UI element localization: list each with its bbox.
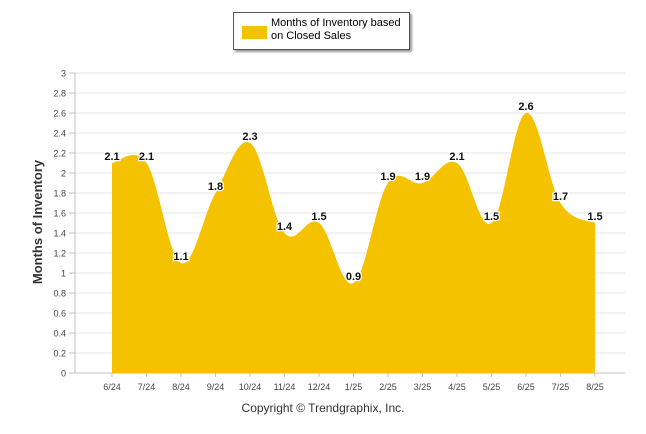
y-tick-label: 2.4 (53, 129, 66, 139)
x-tick-label: 1/25 (345, 382, 363, 392)
x-tick-label: 11/24 (274, 382, 296, 392)
y-tick-label: 0.6 (53, 309, 66, 319)
data-label: 2.6 (518, 101, 533, 113)
x-tick-label: 8/24 (172, 382, 190, 392)
data-label: 1.9 (415, 171, 430, 183)
x-axis-ticks: 6/24 7/24 8/24 9/24 10/24 11/24 12/24 1/25 2/25 3… (103, 373, 604, 392)
y-tick-label: 1.4 (53, 229, 66, 239)
y-tick-label: 1.8 (53, 189, 66, 199)
data-label: 2.1 (139, 151, 154, 163)
y-axis-title: Months of Inventory (30, 159, 45, 284)
area-series (112, 112, 595, 374)
y-tick-label: 0 (61, 369, 66, 379)
data-label: 2.1 (104, 151, 119, 163)
data-label: 0.9 (346, 271, 361, 283)
data-label: 1.5 (311, 211, 326, 223)
data-label: 2.3 (242, 131, 257, 143)
legend-label: Months of Inventory based on Closed Sale… (271, 17, 401, 42)
data-label: 1.8 (208, 181, 223, 193)
data-label: 1.5 (484, 211, 499, 223)
x-tick-label: 12/24 (308, 382, 331, 392)
x-tick-label: 6/24 (103, 382, 121, 392)
data-label: 1.5 (587, 211, 602, 223)
data-label: 1.1 (173, 251, 188, 263)
y-tick-label: 2.6 (53, 109, 66, 119)
data-label: 2.1 (449, 151, 464, 163)
x-tick-label: 9/24 (207, 382, 225, 392)
x-tick-label: 5/25 (483, 382, 501, 392)
y-tick-label: 0.8 (53, 289, 66, 299)
x-tick-label: 4/25 (448, 382, 466, 392)
x-tick-label: 10/24 (239, 382, 262, 392)
y-tick-label: 0.2 (53, 349, 66, 359)
y-tick-label: 1.6 (53, 209, 66, 219)
plot-area (112, 112, 595, 374)
y-tick-label: 1 (61, 269, 66, 279)
copyright-text: Copyright © Trendgraphix, Inc. (241, 401, 405, 415)
y-tick-label: 2.8 (53, 89, 66, 99)
x-tick-label: 7/25 (552, 382, 570, 392)
legend[interactable]: Months of Inventory based on Closed Sale… (233, 12, 410, 50)
data-label: 1.7 (553, 191, 568, 203)
y-axis-ticks: 0 0.2 0.4 0.6 0.8 1 1.2 1.4 1.6 1.8 2 2.2 2.4 2.6 2.8 3 (53, 69, 66, 379)
data-label: 1.9 (380, 171, 395, 183)
x-tick-label: 8/25 (586, 382, 604, 392)
x-tick-label: 6/25 (517, 382, 535, 392)
data-labels: 2.1 2.1 1.1 1.8 2.3 1.4 1.5 0.9 1.9 1.9 2.1 1.5 2.6 1… (103, 100, 604, 285)
y-tick-label: 1.2 (53, 249, 66, 259)
y-tick-label: 2 (61, 169, 66, 179)
y-tick-label: 0.4 (53, 329, 66, 339)
legend-swatch (242, 26, 267, 39)
y-tick-label: 2.2 (53, 149, 66, 159)
x-tick-label: 2/25 (379, 382, 397, 392)
x-tick-label: 7/24 (138, 382, 156, 392)
x-tick-label: 3/25 (414, 382, 432, 392)
data-label: 1.4 (277, 221, 293, 233)
y-tick-label: 3 (61, 69, 66, 79)
